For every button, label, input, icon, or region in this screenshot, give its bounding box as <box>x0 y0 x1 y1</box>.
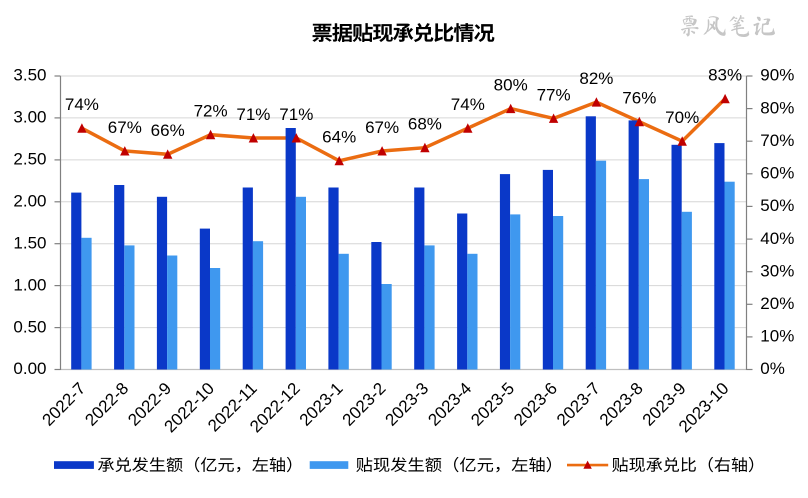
svg-text:67%: 67% <box>365 118 399 137</box>
svg-text:60%: 60% <box>760 164 794 183</box>
svg-text:2.50: 2.50 <box>13 150 46 169</box>
svg-text:90%: 90% <box>760 66 794 85</box>
svg-text:83%: 83% <box>708 66 742 85</box>
svg-text:71%: 71% <box>236 105 270 124</box>
svg-text:66%: 66% <box>151 121 185 140</box>
svg-text:0.50: 0.50 <box>13 317 46 336</box>
svg-text:10%: 10% <box>760 327 794 346</box>
svg-text:2.00: 2.00 <box>13 192 46 211</box>
svg-text:68%: 68% <box>408 115 442 134</box>
svg-text:74%: 74% <box>65 95 99 114</box>
svg-text:70%: 70% <box>760 131 794 150</box>
svg-text:50%: 50% <box>760 196 794 215</box>
svg-text:30%: 30% <box>760 261 794 280</box>
svg-text:3.50: 3.50 <box>13 66 46 85</box>
svg-text:0.00: 0.00 <box>13 359 46 378</box>
svg-text:72%: 72% <box>194 102 228 121</box>
svg-text:67%: 67% <box>108 118 142 137</box>
svg-text:64%: 64% <box>322 128 356 147</box>
svg-text:0%: 0% <box>760 359 785 378</box>
svg-text:74%: 74% <box>451 95 485 114</box>
svg-text:3.00: 3.00 <box>13 108 46 127</box>
svg-text:1.00: 1.00 <box>13 275 46 294</box>
svg-text:1.50: 1.50 <box>13 233 46 252</box>
svg-text:70%: 70% <box>665 108 699 127</box>
svg-text:82%: 82% <box>579 69 613 88</box>
svg-text:80%: 80% <box>760 98 794 117</box>
svg-text:40%: 40% <box>760 229 794 248</box>
svg-text:71%: 71% <box>279 105 313 124</box>
svg-text:20%: 20% <box>760 294 794 313</box>
svg-text:80%: 80% <box>494 76 528 95</box>
svg-text:77%: 77% <box>537 85 571 104</box>
svg-text:76%: 76% <box>622 89 656 108</box>
